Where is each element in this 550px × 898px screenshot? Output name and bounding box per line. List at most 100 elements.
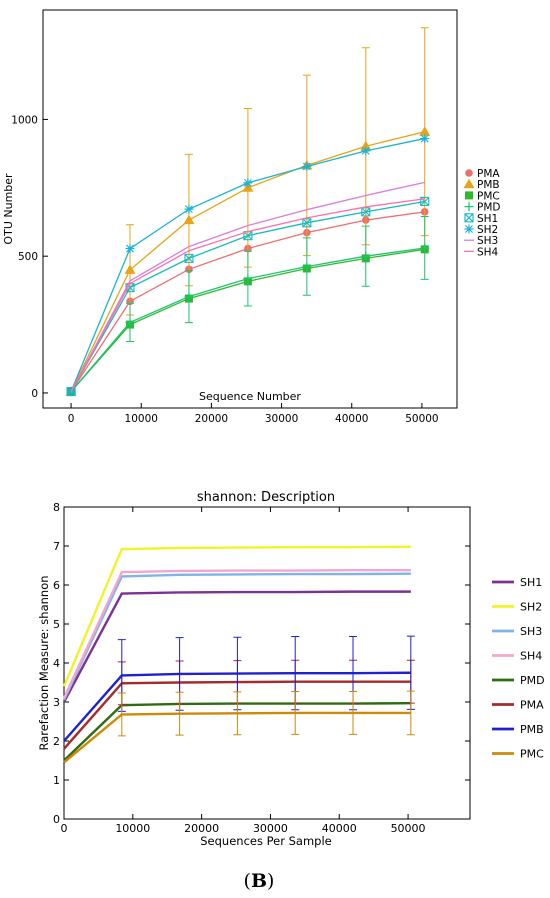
x-tick-label-b: 40000 <box>322 822 357 835</box>
legend-label: PMA <box>477 168 500 180</box>
x-tick-label-b: 20000 <box>184 822 219 835</box>
y-tick-label-b: 5 <box>53 618 60 631</box>
data-point <box>184 292 194 302</box>
legend-item: PMC <box>465 190 500 202</box>
legend-swatch <box>464 213 474 223</box>
legend-item: PMB <box>463 178 500 191</box>
data-point <box>361 146 371 156</box>
y-tick-label-b: 6 <box>53 579 60 592</box>
chart-title-b: shannon: Description <box>197 490 335 505</box>
series-line <box>62 572 411 701</box>
x-tick-label-a: 10000 <box>125 413 158 425</box>
x-tick-label-b: 30000 <box>253 822 288 835</box>
error-bar <box>406 690 415 736</box>
legend-swatch <box>463 178 475 189</box>
data-point <box>420 243 430 253</box>
legend-item: SH4 <box>464 246 499 258</box>
data-point <box>302 262 312 272</box>
series-sh2 <box>62 545 411 687</box>
plot-frame-a <box>42 9 458 409</box>
data-point <box>183 214 195 225</box>
legend-label: PMA <box>520 699 544 712</box>
series-line <box>62 545 411 687</box>
data-point <box>420 134 430 144</box>
legend-item: PMB <box>492 723 544 736</box>
series-sh4 <box>62 568 411 699</box>
y-tick-label-a: 0 <box>31 388 38 400</box>
panel-label-b: (B) <box>244 870 275 892</box>
y-tick-label-b: 0 <box>53 813 60 826</box>
error-bar <box>175 691 184 736</box>
series-line <box>70 198 425 392</box>
error-bar <box>233 691 242 736</box>
y-axis-label-a: OTU Number <box>2 173 15 245</box>
legend-item: PMA <box>492 699 544 712</box>
y-tick-label-b: 7 <box>53 540 60 553</box>
legend-label: SH3 <box>477 235 498 247</box>
legend-item: SH1 <box>492 576 542 589</box>
data-point <box>419 126 431 136</box>
series-line <box>70 181 425 392</box>
y-tick-label-b: 2 <box>53 735 60 748</box>
data-point <box>361 207 371 217</box>
y-tick-label-a: 1000 <box>11 114 38 126</box>
legend-label: SH3 <box>520 625 542 638</box>
series-line <box>62 590 411 703</box>
data-point <box>66 387 76 397</box>
legend-label: PMC <box>520 748 544 761</box>
series-pmb <box>63 635 415 742</box>
legend-item: SH3 <box>464 235 498 247</box>
error-bar <box>117 692 126 737</box>
y-tick-label-b: 4 <box>53 657 60 670</box>
x-tick-label-a: 50000 <box>405 413 438 425</box>
legend-label: PMD <box>520 674 545 687</box>
y-tick-label-a: 500 <box>18 251 38 263</box>
x-tick-label-a: 40000 <box>335 413 368 425</box>
legend-label: SH1 <box>520 576 542 589</box>
x-tick-label-a: 0 <box>68 413 75 425</box>
legend-label: SH4 <box>477 246 499 258</box>
series-pmc <box>63 690 415 764</box>
y-axis-label-b: Rarefaction Measure: shannon <box>37 575 51 750</box>
series-sh2 <box>66 134 430 397</box>
legend-item: PMD <box>492 674 545 687</box>
error-bar <box>291 690 300 735</box>
x-tick-label-b: 0 <box>61 822 68 835</box>
legend-label: SH2 <box>520 601 542 614</box>
data-point <box>184 204 194 214</box>
series-sh4 <box>70 198 425 392</box>
x-axis-label-a: Sequence Number <box>199 390 301 403</box>
data-point <box>124 264 136 274</box>
legend-item: PMC <box>492 748 544 761</box>
legend-swatch <box>464 224 474 234</box>
legend-label: PMB <box>477 179 500 191</box>
series-sh3 <box>70 181 425 392</box>
legend-label: SH2 <box>477 224 498 236</box>
legend-item: SH2 <box>464 224 498 236</box>
x-tick-label-b: 50000 <box>391 822 426 835</box>
series-pmb <box>65 27 431 396</box>
legend-label: PMC <box>477 190 500 202</box>
legend-item: PMD <box>464 202 500 214</box>
data-point <box>302 218 312 228</box>
legend-item: SH2 <box>492 601 542 614</box>
data-point <box>243 178 253 188</box>
x-tick-label-b: 10000 <box>115 822 150 835</box>
error-bar <box>349 690 358 735</box>
series-sh1 <box>62 590 411 703</box>
x-tick-label-a: 20000 <box>195 413 228 425</box>
legend-label: PMD <box>477 202 500 214</box>
legend-item: SH3 <box>492 625 542 638</box>
legend-label: PMB <box>520 723 544 736</box>
data-point <box>302 161 312 171</box>
legend-label: SH1 <box>477 213 498 225</box>
series-line <box>62 568 411 699</box>
x-axis-label-b: Sequences Per Sample <box>200 834 331 848</box>
otu-rarefaction-chart: 0 10000 20000 30000 40000 50000 0 500 1000 Seque… <box>2 9 500 425</box>
legend-item: PMA <box>465 168 500 180</box>
data-point <box>361 251 371 261</box>
x-tick-label-a: 30000 <box>265 413 298 425</box>
legend-item: SH4 <box>492 650 542 663</box>
data-point <box>125 244 135 254</box>
legend-swatch <box>465 191 473 200</box>
